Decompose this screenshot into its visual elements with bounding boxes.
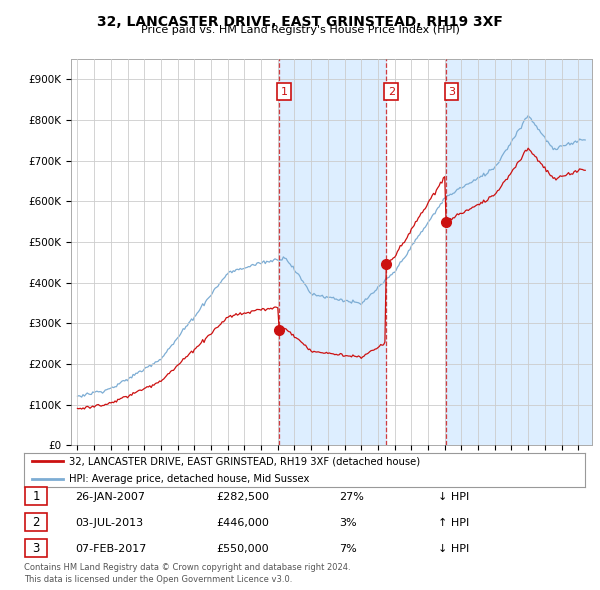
Text: ↓ HPI: ↓ HPI	[438, 544, 469, 553]
Text: 27%: 27%	[339, 492, 364, 502]
Text: HPI: Average price, detached house, Mid Sussex: HPI: Average price, detached house, Mid …	[69, 474, 309, 484]
Text: £446,000: £446,000	[216, 518, 269, 527]
Text: £282,500: £282,500	[216, 492, 269, 502]
Bar	[446, 59, 592, 445]
Bar	[279, 59, 386, 445]
Text: 32, LANCASTER DRIVE, EAST GRINSTEAD, RH19 3XF (detached house): 32, LANCASTER DRIVE, EAST GRINSTEAD, RH1…	[69, 456, 420, 466]
Text: Price paid vs. HM Land Registry's House Price Index (HPI): Price paid vs. HM Land Registry's House …	[140, 25, 460, 35]
Text: ↓ HPI: ↓ HPI	[438, 492, 469, 502]
Text: 1: 1	[32, 490, 40, 503]
Text: 1: 1	[281, 87, 287, 97]
Text: 3%: 3%	[339, 518, 356, 527]
Text: Contains HM Land Registry data © Crown copyright and database right 2024.: Contains HM Land Registry data © Crown c…	[24, 563, 350, 572]
Text: 32, LANCASTER DRIVE, EAST GRINSTEAD, RH19 3XF: 32, LANCASTER DRIVE, EAST GRINSTEAD, RH1…	[97, 15, 503, 30]
Text: This data is licensed under the Open Government Licence v3.0.: This data is licensed under the Open Gov…	[24, 575, 292, 584]
Text: 07-FEB-2017: 07-FEB-2017	[75, 544, 146, 553]
Text: 03-JUL-2013: 03-JUL-2013	[75, 518, 143, 527]
Text: 3: 3	[448, 87, 455, 97]
Text: ↑ HPI: ↑ HPI	[438, 518, 469, 527]
Text: 3: 3	[32, 542, 40, 555]
Text: £550,000: £550,000	[216, 544, 269, 553]
Text: 7%: 7%	[339, 544, 357, 553]
Text: 2: 2	[388, 87, 395, 97]
Text: 2: 2	[32, 516, 40, 529]
Text: 26-JAN-2007: 26-JAN-2007	[75, 492, 145, 502]
